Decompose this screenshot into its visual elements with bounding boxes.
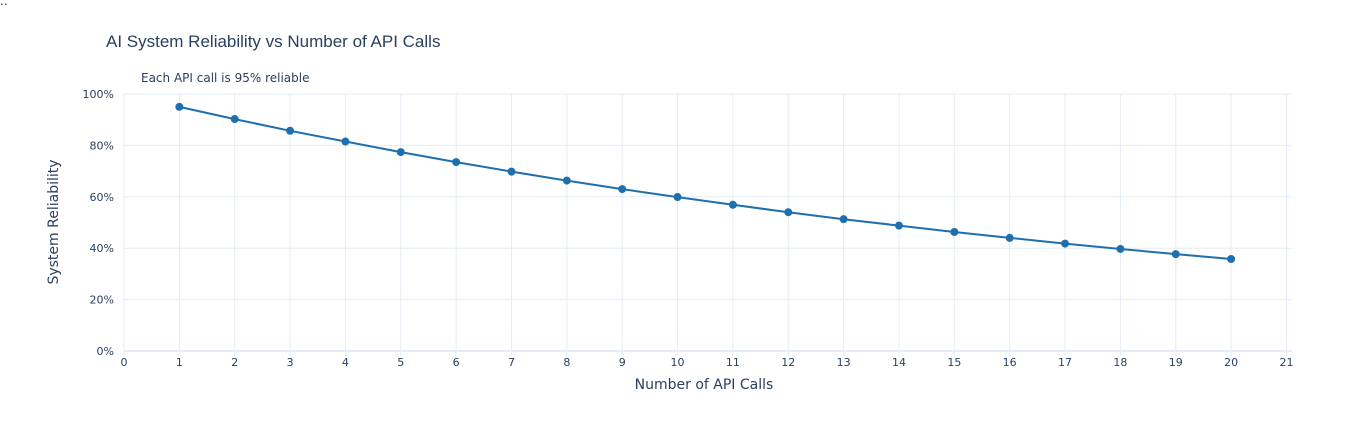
x-axis-title: Number of API Calls bbox=[635, 377, 774, 393]
x-tick-label: 20 bbox=[1224, 356, 1238, 369]
data-point bbox=[452, 158, 461, 167]
data-point bbox=[396, 148, 405, 157]
chart-annotation: Each API call is 95% reliable bbox=[141, 71, 309, 85]
x-tick-label: 6 bbox=[453, 356, 460, 369]
y-tick-label: 100% bbox=[83, 88, 114, 101]
y-tick-label: 80% bbox=[90, 139, 114, 152]
data-point bbox=[894, 221, 903, 230]
x-tick-label: 21 bbox=[1279, 356, 1293, 369]
x-tick-label: 12 bbox=[781, 356, 795, 369]
data-point bbox=[618, 185, 627, 194]
data-point bbox=[175, 102, 184, 111]
chart-title: AI System Reliability vs Number of API C… bbox=[106, 32, 440, 51]
x-tick-label: 4 bbox=[342, 356, 349, 369]
x-tick-label: 16 bbox=[1003, 356, 1017, 369]
x-tick-label: 7 bbox=[508, 356, 515, 369]
data-point bbox=[839, 215, 848, 224]
data-point bbox=[673, 193, 682, 202]
data-point bbox=[728, 200, 737, 209]
y-tick-label: 20% bbox=[90, 294, 114, 307]
data-point bbox=[341, 137, 350, 146]
series-line bbox=[179, 105, 1232, 260]
x-tick-label: 8 bbox=[563, 356, 570, 369]
x-tick-label: 1 bbox=[176, 356, 183, 369]
y-axis-title: System Reliability bbox=[46, 159, 62, 284]
x-tick-label: 11 bbox=[726, 356, 740, 369]
data-point bbox=[1005, 233, 1014, 242]
x-tick-label: 3 bbox=[287, 356, 294, 369]
axis-layer: 0 1 2 3 4 5 6 7 8 9 10 11 12 13 14 15 16 17 18 19 20 210%20%4… bbox=[83, 88, 1294, 369]
data-point bbox=[1227, 254, 1236, 263]
x-tick-label: 18 bbox=[1113, 356, 1127, 369]
data-point bbox=[1061, 239, 1070, 248]
x-tick-label: 15 bbox=[947, 356, 961, 369]
data-point bbox=[950, 228, 959, 237]
data-point bbox=[230, 115, 239, 124]
x-tick-label: 13 bbox=[837, 356, 851, 369]
data-point bbox=[784, 208, 793, 217]
x-tick-label: 14 bbox=[892, 356, 906, 369]
corner-ellipsis: .. bbox=[0, 0, 8, 8]
y-tick-label: 60% bbox=[90, 191, 114, 204]
series-layer bbox=[175, 102, 1236, 263]
data-point bbox=[286, 126, 295, 135]
data-point bbox=[1116, 244, 1125, 253]
x-tick-label: 0 bbox=[121, 356, 128, 369]
x-tick-label: 2 bbox=[231, 356, 238, 369]
x-tick-label: 9 bbox=[619, 356, 626, 369]
x-tick-label: 5 bbox=[397, 356, 404, 369]
data-point bbox=[1171, 250, 1180, 259]
y-tick-label: 40% bbox=[90, 242, 114, 255]
x-tick-label: 17 bbox=[1058, 356, 1072, 369]
y-tick-label: 0% bbox=[97, 345, 114, 358]
data-point bbox=[507, 167, 516, 176]
x-tick-label: 10 bbox=[671, 356, 685, 369]
data-point bbox=[562, 176, 571, 185]
x-tick-label: 19 bbox=[1169, 356, 1183, 369]
